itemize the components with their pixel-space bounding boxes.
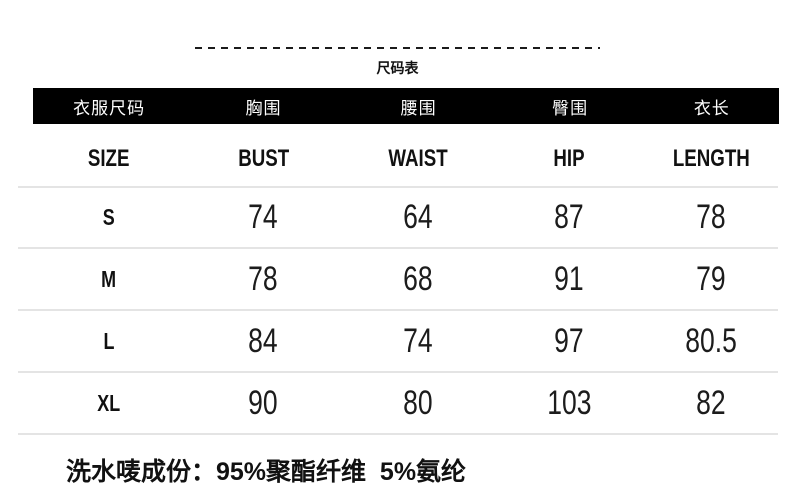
size-label: M bbox=[101, 265, 117, 292]
hip-value: 97 bbox=[554, 321, 585, 360]
hip-value: 87 bbox=[554, 198, 585, 236]
dashed-divider bbox=[195, 47, 600, 49]
header-cell-bust-cn: 胸围 bbox=[245, 98, 282, 118]
hip-value: 103 bbox=[547, 383, 592, 422]
header-cell-size-en: SIZE bbox=[88, 145, 130, 172]
header-cell-waist-cn: 腰围 bbox=[400, 98, 437, 118]
size-chart-title: 尺码表 bbox=[376, 60, 419, 76]
fabric-composition-text: 洗水唛成份：95%聚酯纤维 5%氨纶 bbox=[66, 458, 467, 486]
header-cell-bust-en: BUST bbox=[237, 145, 289, 172]
table-row-m: M 78 68 91 79 bbox=[18, 249, 778, 311]
size-label: S bbox=[103, 204, 115, 230]
table-row-s: S 74 64 87 78 bbox=[18, 188, 778, 249]
header-cell-hip-en: HIP bbox=[553, 145, 585, 172]
length-value: 80.5 bbox=[685, 321, 737, 360]
length-value: 78 bbox=[696, 198, 726, 236]
bust-value: 84 bbox=[248, 321, 278, 360]
hip-value: 91 bbox=[554, 259, 585, 298]
waist-value: 64 bbox=[403, 198, 433, 236]
length-value: 82 bbox=[696, 383, 726, 422]
bust-value: 74 bbox=[248, 198, 278, 236]
header-cell-hip-cn: 臀围 bbox=[552, 98, 589, 118]
waist-value: 68 bbox=[403, 259, 433, 298]
table-row-xl: XL 90 80 103 82 bbox=[18, 373, 778, 435]
table-header-en: SIZE BUST WAIST HIP LENGTH bbox=[18, 124, 778, 188]
table-row-l: L 84 74 97 80.5 bbox=[18, 311, 778, 373]
length-value: 79 bbox=[696, 259, 726, 298]
waist-value: 74 bbox=[403, 321, 433, 360]
size-label: XL bbox=[97, 389, 121, 416]
size-label: L bbox=[103, 327, 115, 354]
bust-value: 78 bbox=[248, 259, 278, 298]
header-cell-waist-en: WAIST bbox=[388, 145, 448, 172]
header-cell-size-cn: 衣服尺码 bbox=[73, 98, 146, 118]
header-cell-length-en: LENGTH bbox=[672, 145, 750, 172]
waist-value: 80 bbox=[403, 383, 433, 422]
bust-value: 90 bbox=[248, 383, 278, 422]
table-header-cn: 衣服尺码 胸围 腰围 臀围 衣长 bbox=[33, 88, 779, 124]
header-cell-length-cn: 衣长 bbox=[693, 98, 730, 118]
